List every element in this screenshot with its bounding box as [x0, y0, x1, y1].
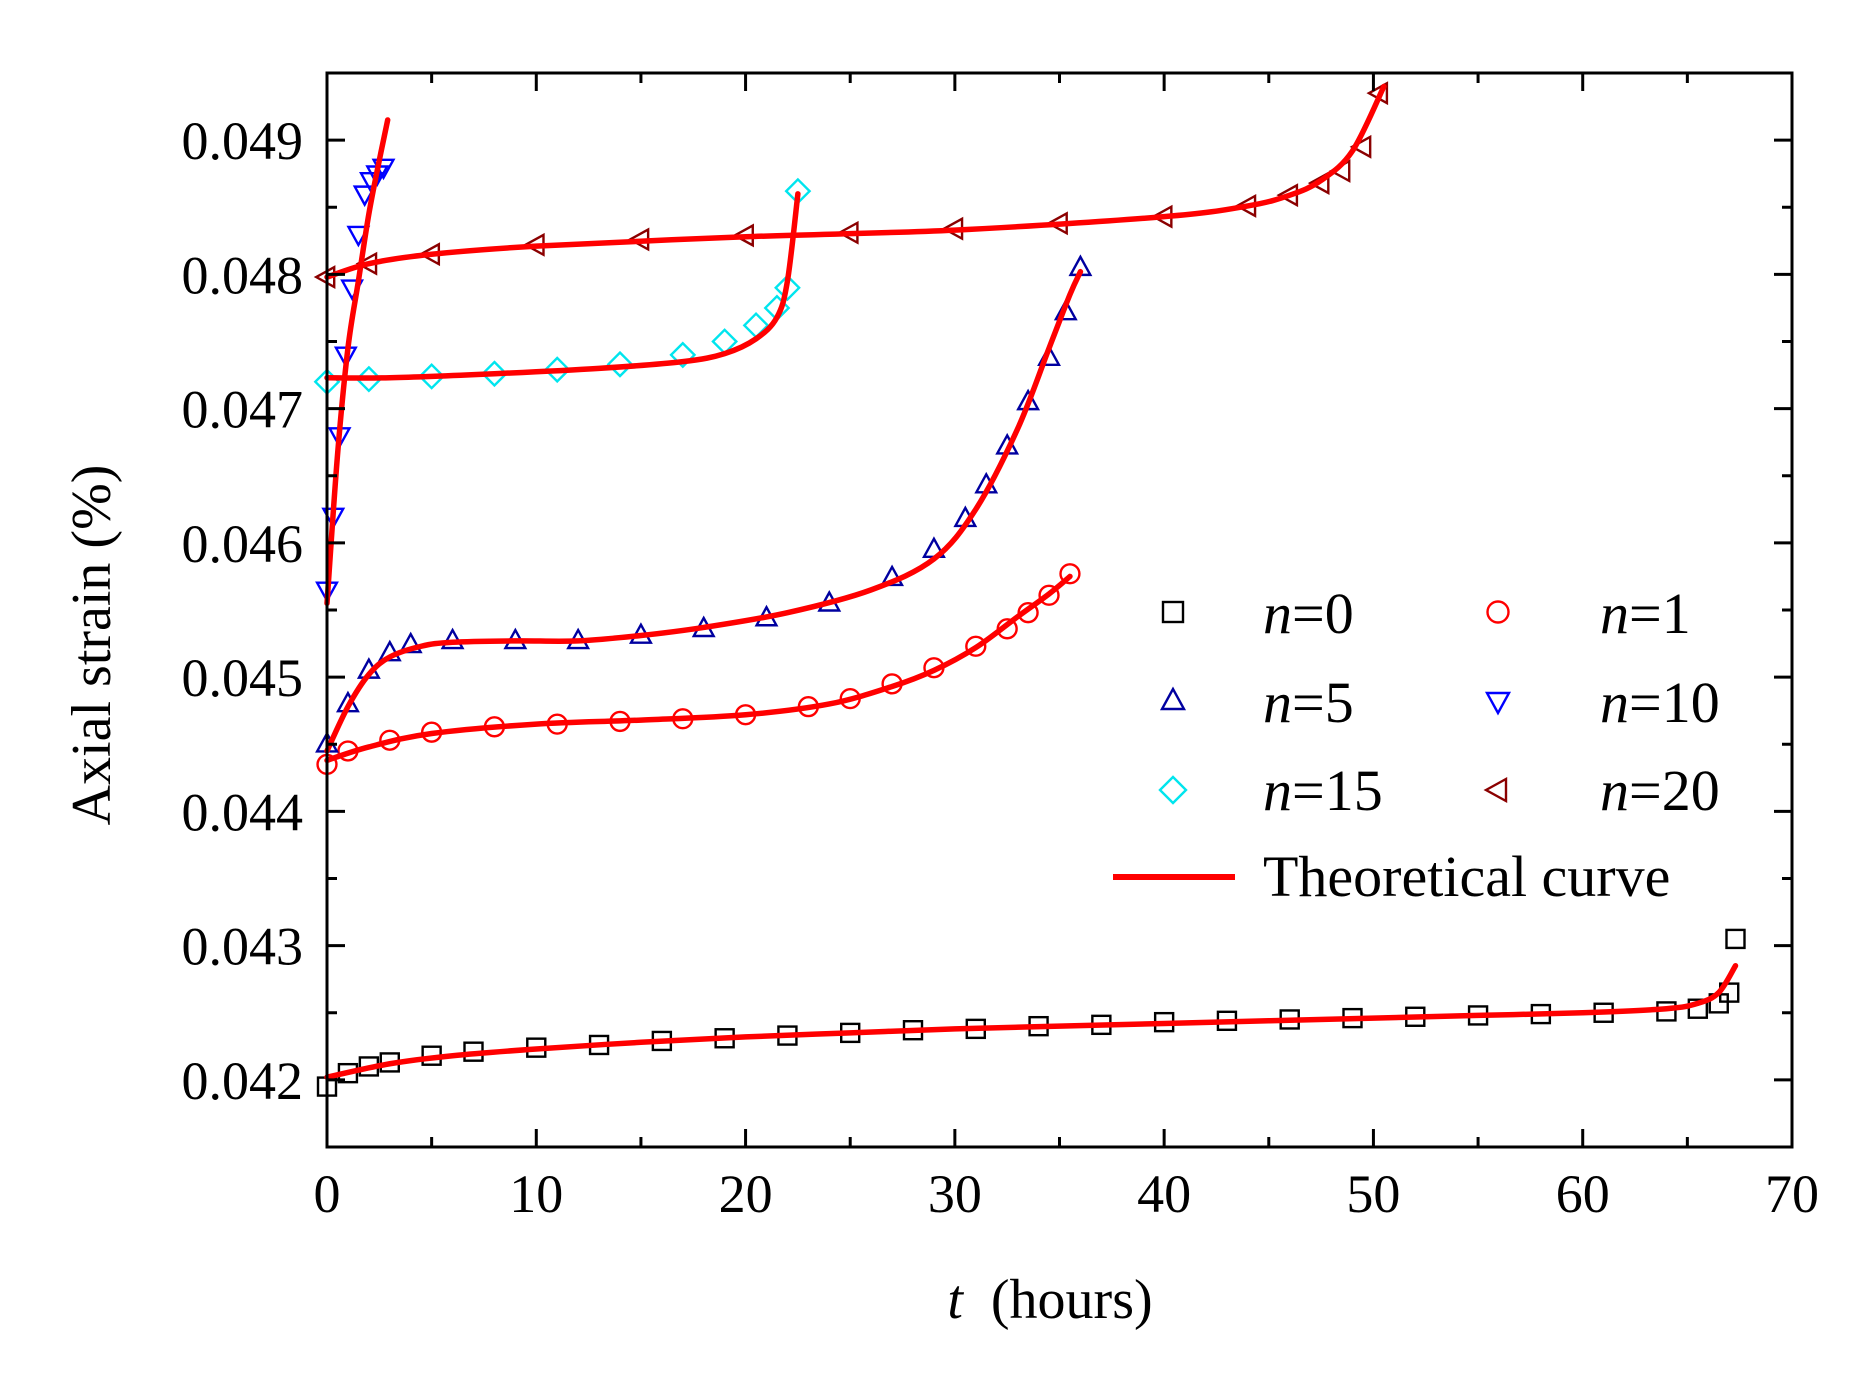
legend-label-theoretical: Theoretical curve — [1263, 844, 1670, 909]
legend-marker-n1 — [1486, 600, 1510, 624]
theoretical-curve-line — [324, 83, 1387, 280]
legend-marker-shape — [1161, 600, 1185, 624]
legend-marker-shape — [1159, 686, 1187, 711]
data-point — [1725, 928, 1746, 950]
x-tick-label: 70 — [1765, 1164, 1819, 1224]
axes-layer: 0 10 20 30 40 50 60 70 0.042 0.043 0.044 0.045 0.046… — [182, 71, 1819, 1224]
legend-label-n15: n=15 — [1263, 758, 1383, 823]
legend-var: n — [1600, 581, 1629, 646]
legend-marker-n15 — [1158, 775, 1188, 805]
theoretical-curve-line — [324, 963, 1739, 1080]
data-point — [440, 627, 465, 650]
legend-label-n0: n=0 — [1263, 581, 1354, 646]
data-point — [355, 365, 383, 393]
y-tick-label: 0.047 — [182, 380, 304, 440]
data-point — [606, 350, 634, 378]
legend-entry-n15: n=15 — [1158, 758, 1383, 823]
data-point — [1038, 584, 1060, 606]
theoretical-curve-line — [324, 191, 801, 381]
legend-marker-n5 — [1159, 686, 1187, 711]
y-axis-title: Axial strain (%) — [61, 465, 123, 826]
data-point — [774, 274, 801, 302]
legend-marker-shape — [1483, 776, 1508, 804]
theoretical-curve-line — [324, 117, 391, 607]
data-point — [1687, 998, 1709, 1019]
data-point — [1059, 563, 1081, 585]
x-tick-label: 40 — [1137, 1164, 1191, 1224]
data-point — [965, 635, 987, 657]
data-point — [1349, 134, 1372, 159]
data-point — [1307, 171, 1330, 196]
legend-marker-n10 — [1484, 691, 1512, 716]
legend-entry-n10: n=10 — [1484, 670, 1720, 735]
legend-label-n20: n=20 — [1600, 758, 1720, 823]
x-tick-label: 30 — [928, 1164, 982, 1224]
x-axis-variable: t — [947, 1269, 964, 1331]
theoretical-curve-line — [324, 268, 1084, 754]
data-point — [669, 341, 697, 369]
x-tick-label: 20 — [719, 1164, 773, 1224]
legend-entry-n1: n=1 — [1486, 581, 1691, 646]
legend-entry-theoretical: Theoretical curve — [1113, 844, 1670, 909]
legend-var: n — [1600, 670, 1629, 735]
legend-marker-shape — [1486, 600, 1510, 624]
legend-value: =5 — [1292, 670, 1354, 735]
x-tick-label: 0 — [314, 1164, 341, 1224]
x-tick-label: 10 — [509, 1164, 563, 1224]
legend: n=0 n=1 n=5 n=10 n=15 — [1113, 581, 1720, 909]
legend-entry-n0: n=0 — [1161, 581, 1354, 646]
legend-value: =20 — [1629, 758, 1720, 823]
data-point — [418, 363, 446, 390]
data-point — [481, 360, 508, 388]
legend-label-n5: n=5 — [1263, 670, 1354, 735]
y-tick-label: 0.043 — [182, 917, 304, 977]
legend-label-n1: n=1 — [1600, 581, 1691, 646]
data-point — [543, 356, 571, 384]
legend-marker-n20 — [1483, 776, 1508, 804]
legend-entry-n20: n=20 — [1483, 758, 1720, 823]
y-tick-label: 0.044 — [182, 782, 304, 842]
legend-var: n — [1263, 670, 1292, 735]
legend-value: =15 — [1292, 758, 1383, 823]
theoretical-curve-line — [324, 573, 1073, 764]
y-tick-label: 0.049 — [182, 111, 304, 171]
y-tick-label: 0.045 — [182, 648, 304, 708]
theoretical-curve-layer — [324, 83, 1739, 1080]
legend-value: =10 — [1629, 670, 1720, 735]
legend-var: n — [1263, 581, 1292, 646]
legend-label-n10: n=10 — [1600, 670, 1720, 735]
legend-marker-shape — [1484, 691, 1512, 716]
legend-marker-n0 — [1161, 600, 1185, 624]
legend-entry-n5: n=5 — [1159, 670, 1354, 735]
y-tick-label: 0.046 — [182, 514, 304, 574]
x-tick-label: 60 — [1556, 1164, 1610, 1224]
legend-value: =1 — [1629, 581, 1691, 646]
y-tick-label: 0.048 — [182, 245, 304, 305]
x-axis-title: t (hours) — [947, 1269, 1152, 1331]
data-point — [377, 639, 402, 662]
legend-marker-shape — [1158, 775, 1188, 805]
x-tick-label: 50 — [1346, 1164, 1400, 1224]
data-point — [880, 564, 905, 587]
data-point — [398, 631, 423, 654]
x-axis-unit: (hours) — [991, 1269, 1153, 1331]
legend-var: n — [1600, 758, 1629, 823]
y-tick-label: 0.042 — [182, 1051, 304, 1111]
legend-value: =0 — [1292, 581, 1354, 646]
legend-var: n — [1263, 758, 1292, 823]
